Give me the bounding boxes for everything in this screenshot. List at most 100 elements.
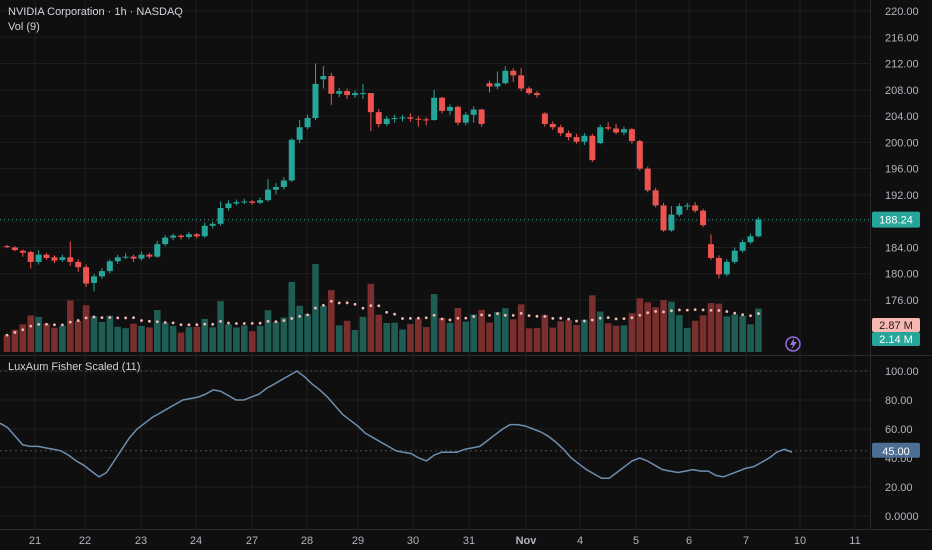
volume-bar: [51, 327, 58, 352]
volume-bar: [82, 305, 90, 352]
volume-value-badge: [872, 332, 920, 346]
volume-ma-point: [337, 301, 341, 305]
candle-body: [27, 252, 34, 262]
price-tick-label: 200.00: [885, 137, 919, 149]
fisher-indicator-label[interactable]: LuxAum Fisher Scaled (11): [8, 361, 141, 373]
volume-ma-point: [590, 318, 594, 322]
volume-bar: [525, 328, 533, 352]
volume-bar: [241, 325, 248, 352]
candle-body: [431, 97, 438, 121]
volume-bar: [557, 321, 564, 352]
candle-body: [446, 106, 453, 111]
candle-body: [288, 139, 295, 181]
volume-bar: [628, 313, 636, 352]
fisher-tick-label: 60.00: [885, 424, 913, 436]
volume-ma-point: [511, 313, 515, 317]
candle-body: [383, 118, 390, 124]
candle-body: [249, 201, 256, 203]
volume-ma-point: [242, 322, 246, 325]
volume-indicator-label[interactable]: Vol (9): [8, 21, 40, 33]
volume-ma-point: [440, 317, 444, 321]
volume-ma-point: [416, 316, 420, 320]
candle-body: [328, 76, 335, 94]
volume-bar: [185, 327, 193, 352]
candle-body: [201, 225, 208, 237]
volume-ma-point: [100, 316, 104, 320]
volume-ma-point: [68, 320, 72, 324]
volume-ma-point: [163, 321, 167, 324]
volume-ma-point: [306, 313, 309, 317]
volume-ma-point: [717, 309, 721, 312]
volume-ma-point: [124, 316, 128, 320]
volume-ma-point: [29, 324, 33, 328]
volume-bar: [375, 314, 383, 352]
symbol-title[interactable]: NVIDIA Corporation · 1h · NASDAQ: [8, 6, 183, 18]
candle-body: [178, 235, 185, 237]
volume-bar: [288, 281, 296, 352]
volume-bar: [248, 331, 256, 352]
axes: 21 22 23 24 27 28 29 30 31 Nov 4 5 6 7 10 11 220.00 216.0…: [29, 6, 920, 547]
candle-body: [344, 91, 351, 96]
volume-bar: [731, 314, 739, 352]
candle-body: [51, 257, 58, 261]
candle-body: [518, 75, 525, 89]
candle-body: [154, 244, 161, 257]
candle-body: [130, 256, 137, 259]
volume-bar: [589, 295, 596, 352]
price-tick-label: 220.00: [885, 6, 919, 18]
volume-ma-point: [757, 312, 760, 315]
candle-body: [707, 244, 714, 258]
candle-body: [67, 257, 74, 262]
price-tick-label: 192.00: [885, 190, 919, 202]
candle-body: [114, 257, 121, 262]
price-tick-label: 212.00: [885, 59, 919, 71]
volume-ma-point: [76, 319, 80, 322]
candle-body: [676, 206, 683, 215]
candle-body: [43, 254, 50, 258]
volume-ma-point: [5, 333, 9, 337]
volume-ma-point: [266, 319, 270, 323]
volume-bar: [153, 309, 161, 352]
candle-body: [225, 203, 232, 209]
volume-ma-point: [92, 315, 96, 319]
fisher-series-line: [0, 370, 793, 480]
candle-body: [533, 93, 540, 96]
volume-bar: [462, 321, 470, 352]
volume-bar: [169, 325, 177, 352]
candle-body: [217, 208, 224, 224]
x-tick-label: 24: [190, 535, 202, 547]
volume-ma-point: [583, 319, 586, 323]
x-tick-label: 11: [849, 535, 860, 547]
price-tick-label: 176.00: [885, 295, 919, 307]
volume-bar: [676, 315, 683, 352]
volume-bar: [217, 301, 224, 352]
candle-body: [320, 76, 327, 80]
volume-ma-point: [725, 310, 729, 313]
volume-bar: [604, 323, 612, 352]
volume-ma-point: [45, 322, 48, 326]
volume-ma-point: [488, 313, 491, 317]
volume-bar: [304, 314, 311, 352]
x-tick-label: 22: [79, 535, 91, 547]
candle-body: [185, 234, 192, 237]
volume-bar: [755, 308, 762, 352]
candle-body: [470, 109, 477, 115]
volume-ma-point: [13, 331, 17, 334]
volume-ma-point: [654, 309, 658, 313]
volume-ma-point: [527, 314, 531, 318]
volume-ma-point: [393, 312, 396, 316]
volume-ma-point: [677, 308, 681, 312]
volume-ma-point: [749, 314, 752, 318]
volume-ma-point: [227, 321, 230, 325]
volume-value-label: 2.14 M: [879, 334, 913, 346]
candle-body: [723, 261, 730, 275]
volume-ma-point: [108, 316, 112, 319]
volume-ma-point: [409, 316, 412, 320]
volume-ma-point: [298, 314, 302, 318]
volume-ma-point: [345, 301, 349, 305]
candle-body: [739, 242, 746, 251]
volume-bar: [264, 310, 272, 352]
volume-ma-point: [274, 320, 278, 324]
